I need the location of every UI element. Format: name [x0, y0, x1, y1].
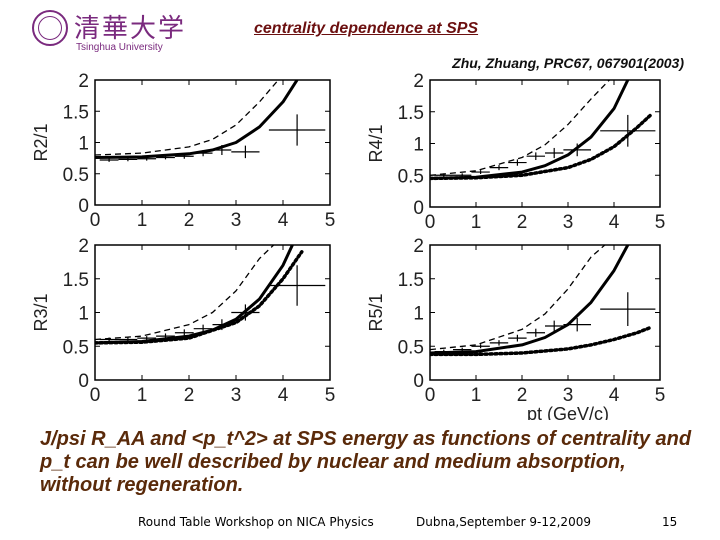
y-tick-label: 0.5	[398, 337, 424, 358]
x-tick-label: 5	[655, 385, 666, 406]
slide-title: centrality dependence at SPS	[254, 20, 479, 37]
x-tick-label: 1	[471, 212, 482, 233]
plot-frame	[94, 79, 331, 206]
x-tick-label: 1	[471, 385, 482, 406]
y-tick-label: 0	[413, 371, 424, 392]
y-tick-label: 1	[78, 304, 89, 325]
y-tick-label: 1	[413, 135, 424, 156]
footer-event: Round Table Workshop on NICA Physics	[138, 515, 374, 529]
series-solid-line	[430, 245, 630, 355]
y-axis-label: R5/1	[366, 293, 386, 331]
logo-chinese-text: 清華大学	[74, 14, 187, 44]
plot-frame	[429, 244, 661, 381]
page-number: 15	[662, 515, 678, 529]
y-tick-label: 0.5	[398, 166, 424, 187]
x-tick-label: 5	[655, 212, 666, 233]
chart-panel-4: 0 1 2 3 4 5 0 0.5 1 1.5 2 R5/1 pt (GeV/c)	[366, 236, 665, 420]
logo-english-text: Tsinghua University	[76, 42, 163, 53]
x-tick-label: 3	[231, 385, 242, 406]
citation: Zhu, Zhuang, PRC67, 067901(2003)	[452, 55, 684, 71]
series-dashed-line	[95, 245, 275, 341]
chart-panel-1: 0 1 2 3 4 5 0 0.5 1 1.5 2 R2/1	[31, 71, 335, 231]
y-tick-label: 1.5	[63, 270, 89, 291]
series-dashed-line	[430, 245, 606, 351]
series-solid-line	[95, 80, 299, 159]
x-tick-label: 3	[231, 210, 242, 231]
y-axis-label: R4/1	[366, 124, 386, 162]
x-tick-label: 4	[278, 385, 289, 406]
tsinghua-logo: 清華大学 Tsinghua University	[32, 8, 184, 56]
university-seal-icon	[32, 10, 68, 46]
x-tick-label: 5	[325, 210, 336, 231]
x-tick-label: 4	[609, 212, 620, 233]
x-tick-label: 1	[137, 385, 148, 406]
x-tick-label: 2	[517, 385, 528, 406]
footer-date: Dubna,September 9-12,2009	[416, 515, 591, 529]
x-tick-label: 2	[517, 212, 528, 233]
x-tick-label: 5	[325, 385, 336, 406]
y-tick-label: 1	[78, 134, 89, 155]
y-tick-label: 1.5	[398, 270, 424, 291]
summary-text: J/psi R_AA and <p_t^2> at SPS energy as …	[40, 428, 692, 496]
series-dashed-line	[430, 80, 610, 176]
series-dotted-line	[95, 250, 304, 345]
series-dotted-line	[430, 325, 653, 357]
y-tick-label: 1.5	[398, 103, 424, 124]
chart-grid: 0 1 2 3 4 5 0 0.5 1 1.5 2 R2/1 0 1 2 3 4 5 0 0.5 1 1.5 2 R4/1 0 1…	[31, 71, 665, 420]
x-tick-label: 3	[563, 385, 574, 406]
y-tick-label: 0	[413, 198, 424, 219]
x-tick-label: 0	[425, 385, 436, 406]
plot-frame	[429, 79, 661, 208]
x-tick-label: 0	[425, 212, 436, 233]
y-axis-label: R3/1	[31, 293, 51, 331]
series-dashed-line	[95, 80, 279, 156]
x-tick-label: 1	[137, 210, 148, 231]
y-tick-label: 0	[78, 196, 89, 217]
x-tick-label: 0	[90, 385, 101, 406]
y-tick-label: 2	[413, 71, 424, 92]
y-tick-label: 2	[78, 236, 89, 257]
y-tick-label: 1	[413, 304, 424, 325]
x-tick-label: 4	[278, 210, 289, 231]
y-tick-label: 2	[78, 71, 89, 92]
x-tick-label: 3	[563, 212, 574, 233]
y-tick-label: 0.5	[63, 337, 89, 358]
y-axis-label: R2/1	[31, 123, 51, 161]
chart-panel-3: 0 1 2 3 4 5 0 0.5 1 1.5 2 R3/1	[31, 236, 335, 406]
y-tick-label: 2	[413, 236, 424, 257]
x-tick-label: 2	[184, 385, 195, 406]
series-solid-line	[430, 80, 630, 180]
chart-panel-2: 0 1 2 3 4 5 0 0.5 1 1.5 2 R4/1	[366, 71, 665, 233]
x-tick-label: 4	[609, 385, 620, 406]
x-tick-label: 0	[90, 210, 101, 231]
x-tick-label: 2	[184, 210, 195, 231]
y-tick-label: 1.5	[63, 102, 89, 123]
y-tick-label: 0.5	[63, 165, 89, 186]
y-tick-label: 0	[78, 371, 89, 392]
x-axis-label: pt (GeV/c)	[527, 404, 609, 420]
